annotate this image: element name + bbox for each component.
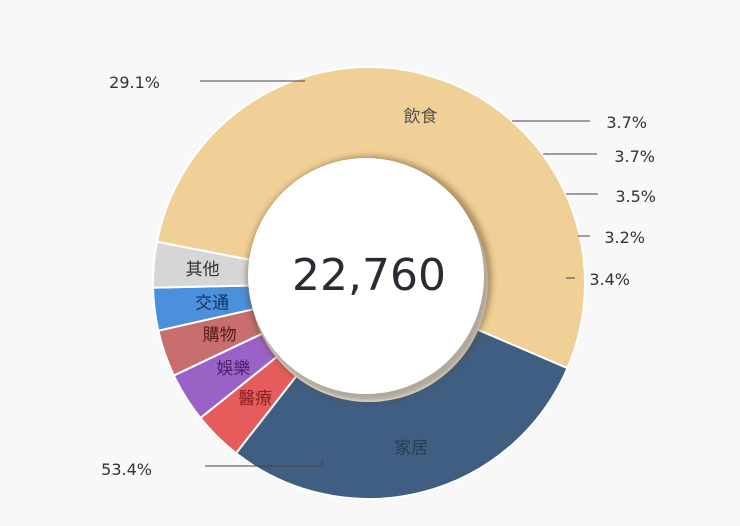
slice-name-label: 飲食 xyxy=(404,107,438,127)
slice-name-label: 娛樂 xyxy=(216,359,250,379)
percent-label: 3.5% xyxy=(615,187,656,206)
percent-label: 53.4% xyxy=(101,460,152,479)
slice-name-label: 醫療 xyxy=(238,389,272,409)
percent-label: 3.7% xyxy=(614,147,655,166)
slice-name-label: 購物 xyxy=(203,326,237,346)
slice-name-label: 其他 xyxy=(186,260,220,280)
donut-hole xyxy=(248,158,484,394)
slice-name-label: 交通 xyxy=(195,293,229,313)
percent-label: 3.7% xyxy=(606,113,647,132)
percent-label: 3.4% xyxy=(589,270,630,289)
percent-label: 3.2% xyxy=(604,228,645,247)
slice-name-label: 家居 xyxy=(394,439,428,459)
center-total: 22,760 xyxy=(292,250,446,301)
labels-layer: 飲食 53.4% 家居 29.1% 醫療 3.7% 娛樂 3.7% 購物 3.5% 交通 3.2% 其他… xyxy=(101,73,656,479)
percent-label: 29.1% xyxy=(109,73,160,92)
leader-line xyxy=(205,459,323,467)
